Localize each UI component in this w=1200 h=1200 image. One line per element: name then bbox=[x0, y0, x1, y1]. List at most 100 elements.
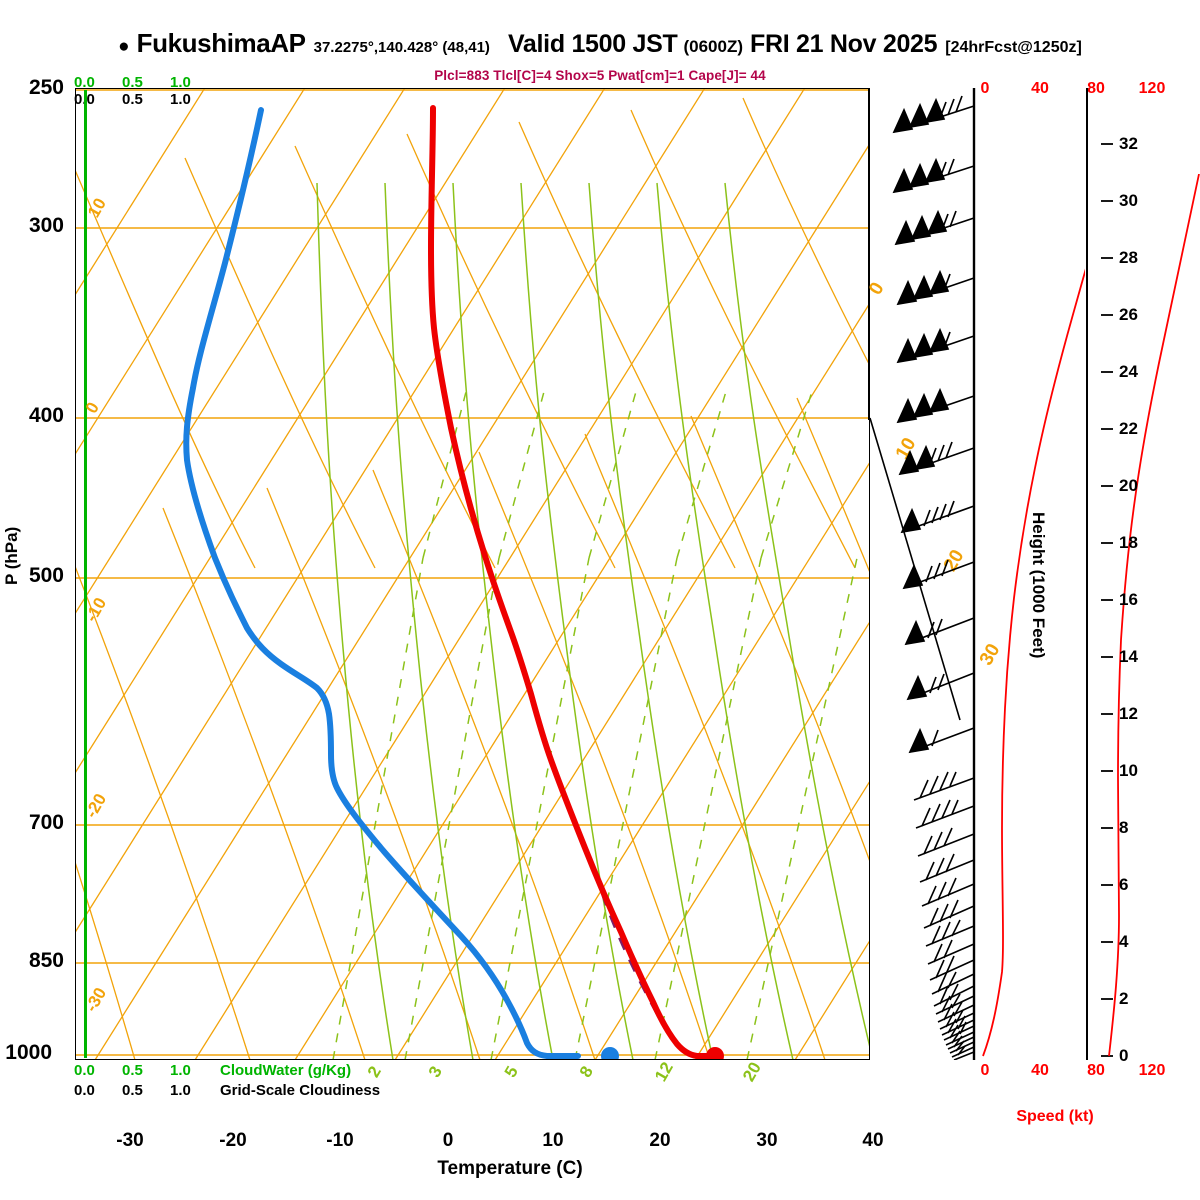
station-name: FukushimaAP bbox=[136, 28, 306, 58]
height-axis: 0 2 4 6 8 10 12 14 16 18 20 22 24 26 28 … bbox=[1085, 88, 1200, 1065]
isotherm-label-left-4: -30 bbox=[81, 984, 111, 1016]
wind-barbs bbox=[892, 88, 1116, 1061]
height-tick-8: 8 bbox=[1119, 818, 1129, 837]
cloudwater-tick-bottom-0: 0.0 bbox=[74, 1062, 95, 1079]
mixing-ratio-label-3: 8 bbox=[575, 1062, 597, 1081]
cloudiness-tick-top-1: 0.5 bbox=[122, 91, 143, 108]
wind-barb bbox=[921, 877, 975, 907]
station-coordinates: 37.2275°,140.428° (48,41) bbox=[313, 39, 490, 56]
wind-barb bbox=[933, 983, 975, 1007]
speed-tick-top-1: 40 bbox=[1031, 80, 1049, 97]
wind-barb bbox=[947, 1035, 975, 1050]
pressure-axis: 250 300 400 500 700 850 1000 bbox=[0, 76, 72, 1064]
dry-adiabats bbox=[75, 97, 870, 1060]
isotherm-label-left-3: -20 bbox=[81, 790, 111, 822]
cloudiness-tick-bottom-1: 0.5 bbox=[122, 1082, 143, 1099]
cloudwater-tick-top-1: 0.5 bbox=[122, 74, 143, 91]
mixing-ratio-label-5: 20 bbox=[739, 1058, 765, 1085]
height-tick-26: 26 bbox=[1119, 305, 1138, 324]
temp-tick-20: 20 bbox=[649, 1130, 671, 1151]
station-bullet-icon: ● bbox=[118, 36, 130, 57]
speed-axis-title: Speed (kt) bbox=[1016, 1108, 1094, 1125]
mixing-ratio-label-2: 5 bbox=[500, 1062, 522, 1081]
surface-temperature-marker bbox=[706, 1047, 724, 1060]
temp-tick-40: 40 bbox=[862, 1130, 884, 1151]
wind-speed-trace bbox=[982, 167, 1116, 1057]
wind-barb-group-lower bbox=[913, 771, 975, 1061]
height-tick-marks bbox=[1101, 143, 1200, 1057]
wind-barb bbox=[913, 771, 975, 801]
wind-barb bbox=[896, 327, 975, 364]
pressure-tick-1000: 1000 bbox=[5, 1041, 52, 1064]
skewt-graphics bbox=[75, 88, 870, 1060]
isotherm-label-left-1: 0 bbox=[81, 398, 103, 417]
wind-barb bbox=[896, 387, 975, 424]
height-speed-trace bbox=[1108, 173, 1200, 1057]
isotherm-labels-left: 10 0 -10 -20 -30 bbox=[80, 88, 130, 1060]
wind-barb bbox=[949, 1040, 975, 1054]
valid-date: FRI 21 Nov 2025 bbox=[750, 30, 938, 58]
speed-tick-top-2: 80 bbox=[1087, 80, 1105, 97]
pressure-tick-250: 250 bbox=[28, 76, 64, 99]
stability-indices: Plcl=883 Tlcl[C]=4 Shox=5 Pwat[cm]=1 Cap… bbox=[434, 68, 766, 83]
wind-barb bbox=[919, 853, 975, 883]
wind-barb bbox=[925, 919, 975, 947]
height-tick-22: 22 bbox=[1119, 419, 1138, 438]
isotherm-label-left-0: 10 bbox=[84, 194, 110, 221]
height-tick-12: 12 bbox=[1119, 704, 1138, 723]
height-axis-line bbox=[1086, 88, 1088, 1060]
speed-tick-bottom-2: 80 bbox=[1087, 1062, 1105, 1079]
wind-barb bbox=[902, 559, 975, 590]
wind-barb bbox=[917, 827, 975, 857]
mixing-ratio-label-4: 12 bbox=[651, 1058, 677, 1085]
wind-barb bbox=[900, 500, 975, 534]
cloudwater-axis-label: CloudWater (g/Kg) bbox=[220, 1062, 352, 1079]
temperature-profile bbox=[428, 105, 718, 1059]
plot-frame bbox=[75, 88, 870, 1060]
temperature-axis-title: Temperature (C) bbox=[437, 1158, 583, 1179]
height-tick-2: 2 bbox=[1119, 989, 1129, 1008]
wind-barb bbox=[898, 441, 975, 476]
height-tick-0: 0 bbox=[1119, 1046, 1129, 1065]
wind-barb bbox=[923, 899, 975, 929]
height-tick-28: 28 bbox=[1119, 248, 1138, 267]
wind-barb bbox=[896, 269, 975, 306]
wind-barb bbox=[904, 617, 975, 646]
mixing-ratio-lines bbox=[332, 387, 858, 1060]
pressure-axis-title: P (hPa) bbox=[2, 526, 21, 585]
wind-barb bbox=[953, 1051, 975, 1061]
bottom-cloud-scales: 0.0 0.5 1.0 CloudWater (g/Kg) 0.0 0.5 1.… bbox=[60, 1062, 480, 1102]
height-tick-6: 6 bbox=[1119, 875, 1129, 894]
wind-barb-panel bbox=[870, 88, 1116, 1061]
speed-scale-top: 0 40 80 120 bbox=[950, 80, 1200, 104]
temp-tick-10: 10 bbox=[542, 1130, 564, 1151]
valid-time: Valid 1500 JST bbox=[507, 30, 678, 58]
pressure-tick-500: 500 bbox=[28, 564, 64, 587]
dewpoint-profile bbox=[183, 107, 581, 1059]
speed-scale-bottom: 0 40 80 120 bbox=[950, 1062, 1200, 1086]
temp-tick-30: 30 bbox=[756, 1130, 778, 1151]
pressure-tick-700: 700 bbox=[28, 811, 64, 834]
top-cloud-scales: 0.0 0.5 1.0 0.0 0.5 1.0 bbox=[60, 74, 260, 108]
height-tick-20: 20 bbox=[1119, 476, 1138, 495]
cloudiness-tick-bottom-2: 1.0 bbox=[170, 1082, 191, 1099]
pressure-tick-400: 400 bbox=[28, 404, 64, 427]
skewt-plot-area bbox=[75, 88, 870, 1060]
wind-barb bbox=[931, 971, 975, 995]
wind-barb bbox=[951, 1045, 975, 1058]
temp-tick-0: 0 bbox=[442, 1130, 454, 1151]
cloudwater-tick-top-0: 0.0 bbox=[74, 74, 95, 91]
speed-tick-top-3: 120 bbox=[1138, 80, 1166, 97]
wind-barb bbox=[906, 672, 975, 701]
cloudwater-tick-top-2: 1.0 bbox=[170, 74, 191, 91]
cloudwater-tick-bottom-2: 1.0 bbox=[170, 1062, 191, 1079]
wind-barb bbox=[937, 1001, 975, 1023]
cloudiness-axis-label: Grid-Scale Cloudiness bbox=[220, 1082, 381, 1099]
wind-barb bbox=[892, 157, 975, 194]
pressure-tick-850: 850 bbox=[28, 949, 64, 972]
moist-adiabats bbox=[316, 182, 870, 1060]
valid-time-utc: (0600Z) bbox=[683, 37, 743, 56]
chart-title-bar: ● FukushimaAP 37.2275°,140.428° (48,41) … bbox=[0, 28, 1200, 64]
height-tick-10: 10 bbox=[1119, 761, 1138, 780]
